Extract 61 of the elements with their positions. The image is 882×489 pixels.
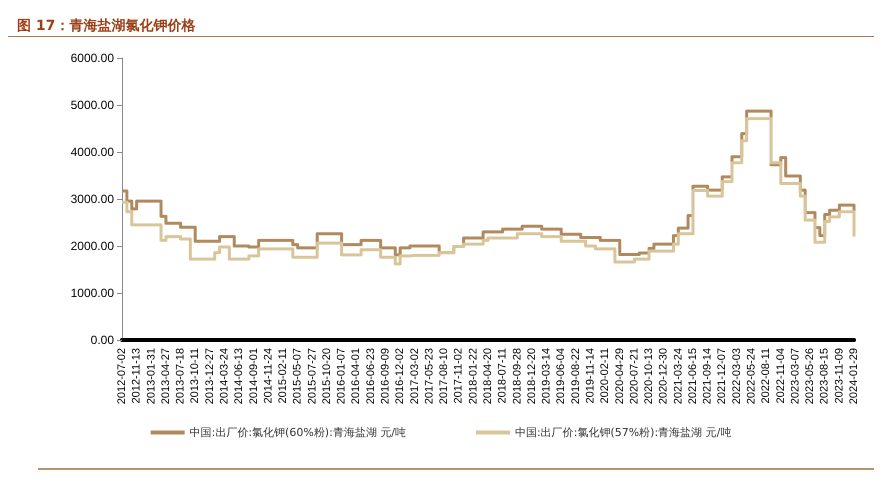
x-tick-label: 2017-03-02	[408, 348, 421, 404]
x-tick-label: 2021-09-14	[702, 348, 714, 404]
x-tick-label: 2020-10-13	[643, 348, 656, 404]
x-tick-label: 2016-06-23	[364, 348, 377, 404]
x-tick-label: 2021-12-07	[716, 348, 728, 404]
x-tick-label: 2023-03-07	[789, 348, 802, 404]
x-tick-label: 2016-04-01	[350, 348, 362, 404]
y-tick-label: 5000.00	[70, 98, 114, 112]
x-tick-label: 2019-11-14	[584, 348, 596, 404]
x-tick-label: 2023-11-09	[833, 348, 846, 404]
x-tick-label: 2021-03-24	[672, 348, 684, 404]
x-tick-label: 2022-05-24	[746, 348, 758, 404]
x-tick-label: 2019-03-14	[540, 348, 553, 404]
x-tick-label: 2014-06-13	[233, 348, 246, 404]
y-tick-label: 4000.00	[70, 145, 114, 159]
x-tick-label: 2016-09-09	[380, 348, 392, 404]
y-tick-label: 0.00	[90, 333, 114, 347]
x-tick-label: 2018-12-20	[526, 348, 538, 404]
x-tick-label: 2024-01-29	[848, 348, 860, 404]
legend-label: 中国:出厂价:氯化钾(60%粉):青海盐湖 元/吨	[190, 426, 406, 439]
x-tick-label: 2020-02-11	[599, 348, 612, 404]
legend-label: 中国:出厂价:氯化钾(57%粉):青海盐湖 元/吨	[515, 426, 732, 439]
x-tick-label: 2018-09-28	[511, 348, 524, 404]
x-tick-label: 2015-02-11	[277, 348, 290, 404]
x-tick-label: 2022-03-03	[730, 348, 743, 404]
x-tick-label: 2023-08-15	[818, 348, 831, 404]
y-tick-label: 1000.00	[70, 286, 114, 300]
x-tick-label: 2013-10-11	[189, 348, 202, 404]
chart-title: 图 17：青海盐湖氯化钾价格	[17, 18, 196, 34]
x-tick-label: 2020-04-29	[614, 348, 626, 404]
x-tick-label: 2012-07-02	[116, 348, 128, 404]
x-tick-label: 2018-07-11	[496, 348, 509, 404]
x-tick-label: 2018-01-22	[467, 348, 480, 404]
x-tick-label: 2013-12-27	[204, 348, 216, 404]
x-tick-label: 2022-11-04	[774, 348, 787, 404]
x-tick-label: 2016-12-02	[394, 348, 406, 404]
x-tick-label: 2013-07-18	[174, 348, 187, 404]
x-tick-label: 2015-05-07	[292, 348, 304, 404]
x-tick-label: 2019-08-22	[570, 348, 582, 404]
x-tick-label: 2015-10-20	[320, 348, 333, 404]
y-tick-label: 2000.00	[70, 239, 114, 253]
x-tick-label: 2023-05-26	[804, 348, 816, 404]
x-tick-label: 2017-08-10	[438, 348, 450, 404]
x-tick-label: 2021-06-15	[686, 348, 699, 404]
x-tick-label: 2017-11-02	[452, 348, 465, 404]
x-tick-label: 2019-06-04	[555, 348, 568, 404]
y-tick-label: 3000.00	[70, 192, 114, 206]
x-tick-label: 2020-12-30	[658, 348, 670, 404]
x-tick-label: 2015-07-27	[306, 348, 318, 404]
y-tick-label: 6000.00	[70, 51, 114, 65]
x-tick-label: 2020-07-21	[628, 348, 640, 404]
x-tick-label: 2014-03-24	[218, 348, 230, 404]
x-tick-label: 2012-11-13	[130, 348, 143, 404]
x-tick-label: 2016-01-07	[336, 348, 348, 404]
x-tick-label: 2017-05-23	[423, 348, 436, 404]
x-tick-label: 2014-09-01	[248, 348, 260, 404]
x-tick-label: 2014-11-24	[262, 348, 274, 404]
x-tick-label: 2018-04-20	[482, 348, 494, 404]
x-tick-label: 2013-04-27	[160, 348, 172, 404]
x-tick-label: 2022-08-11	[760, 348, 772, 404]
x-tick-label: 2013-01-31	[145, 348, 158, 404]
